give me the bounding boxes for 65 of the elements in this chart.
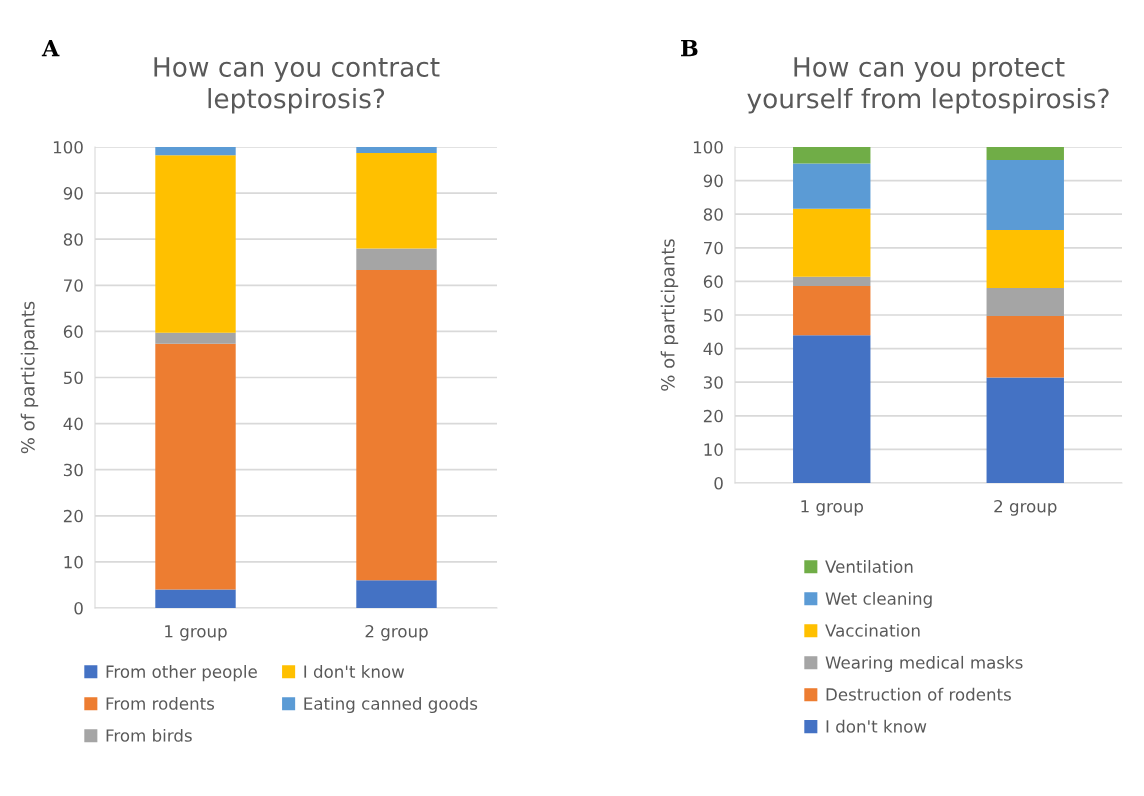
- y-tick-label: 80: [703, 208, 723, 221]
- bar: [793, 147, 871, 164]
- legend-label: I don't know: [826, 719, 927, 733]
- bar: [356, 270, 437, 581]
- legend-label: Wet cleaning: [825, 591, 932, 609]
- y-tick-label: 80: [63, 233, 83, 246]
- y-axis-title: % of participants: [660, 239, 679, 391]
- legend-label: From birds: [106, 728, 192, 742]
- bar: [356, 152, 437, 249]
- y-tick-label: 70: [704, 241, 723, 255]
- text: B: [681, 39, 698, 57]
- y-axis-title: % of participants: [20, 301, 39, 454]
- y-tick-label: 10: [704, 443, 723, 456]
- y-tick-label: 100: [693, 140, 723, 154]
- x-tick-label: 1 group: [801, 500, 863, 516]
- y-tick-label: 10: [64, 555, 83, 569]
- bar: [986, 316, 1064, 378]
- legend-label: Destruction of rodents: [826, 687, 1011, 701]
- y-tick-label: 50: [63, 371, 83, 385]
- y-tick-label: 40: [703, 342, 723, 356]
- x-tick-label: 2 group: [365, 624, 428, 641]
- y-tick-label: 60: [63, 325, 83, 338]
- bar: [155, 589, 236, 608]
- bar: [793, 286, 871, 336]
- bar: [155, 155, 236, 333]
- bar: [356, 248, 437, 271]
- legend-label: From rodents: [106, 696, 215, 710]
- bar: [155, 343, 236, 590]
- chart-title: How can you contract leptospirosis?: [154, 57, 440, 114]
- x-tick-label: 2 group: [994, 499, 1057, 516]
- legend-label: Vaccination: [825, 623, 920, 637]
- bar: [986, 160, 1064, 230]
- bar: [986, 377, 1064, 483]
- bar: [793, 163, 871, 209]
- y-tick-label: 20: [63, 509, 83, 523]
- y-tick-label: 30: [63, 463, 83, 477]
- bar: [793, 335, 871, 483]
- bar: [356, 580, 437, 608]
- bar: [793, 208, 871, 277]
- bar: [793, 276, 871, 287]
- y-tick-label: 70: [64, 279, 83, 292]
- text: A: [41, 39, 60, 57]
- bar: [356, 147, 437, 153]
- y-tick-label: 20: [703, 409, 723, 423]
- y-tick-label: 50: [703, 308, 723, 322]
- bar: [155, 332, 236, 344]
- bar: [986, 288, 1064, 317]
- legend-label: I don't know: [304, 665, 405, 678]
- legend-label: Wearing medical masks: [825, 655, 1023, 673]
- y-tick-label: 60: [703, 275, 723, 288]
- y-tick-label: 30: [703, 376, 723, 389]
- bar: [986, 229, 1064, 289]
- y-tick-label: 100: [53, 140, 83, 154]
- legend-label: Eating canned goods: [304, 696, 478, 714]
- bar: [155, 147, 236, 156]
- x-tick-label: 1 group: [165, 625, 227, 641]
- y-tick-label: 0: [714, 476, 723, 490]
- y-tick-label: 90: [703, 174, 723, 188]
- y-tick-label: 90: [63, 187, 83, 200]
- legend-label: From other people: [106, 665, 257, 682]
- legend-label: Ventilation: [825, 560, 913, 573]
- y-tick-label: 0: [74, 601, 83, 615]
- y-tick-label: 40: [63, 417, 83, 431]
- chart-title: How can you protect yourself from leptospirosis?: [747, 57, 1109, 114]
- bar: [986, 147, 1064, 161]
